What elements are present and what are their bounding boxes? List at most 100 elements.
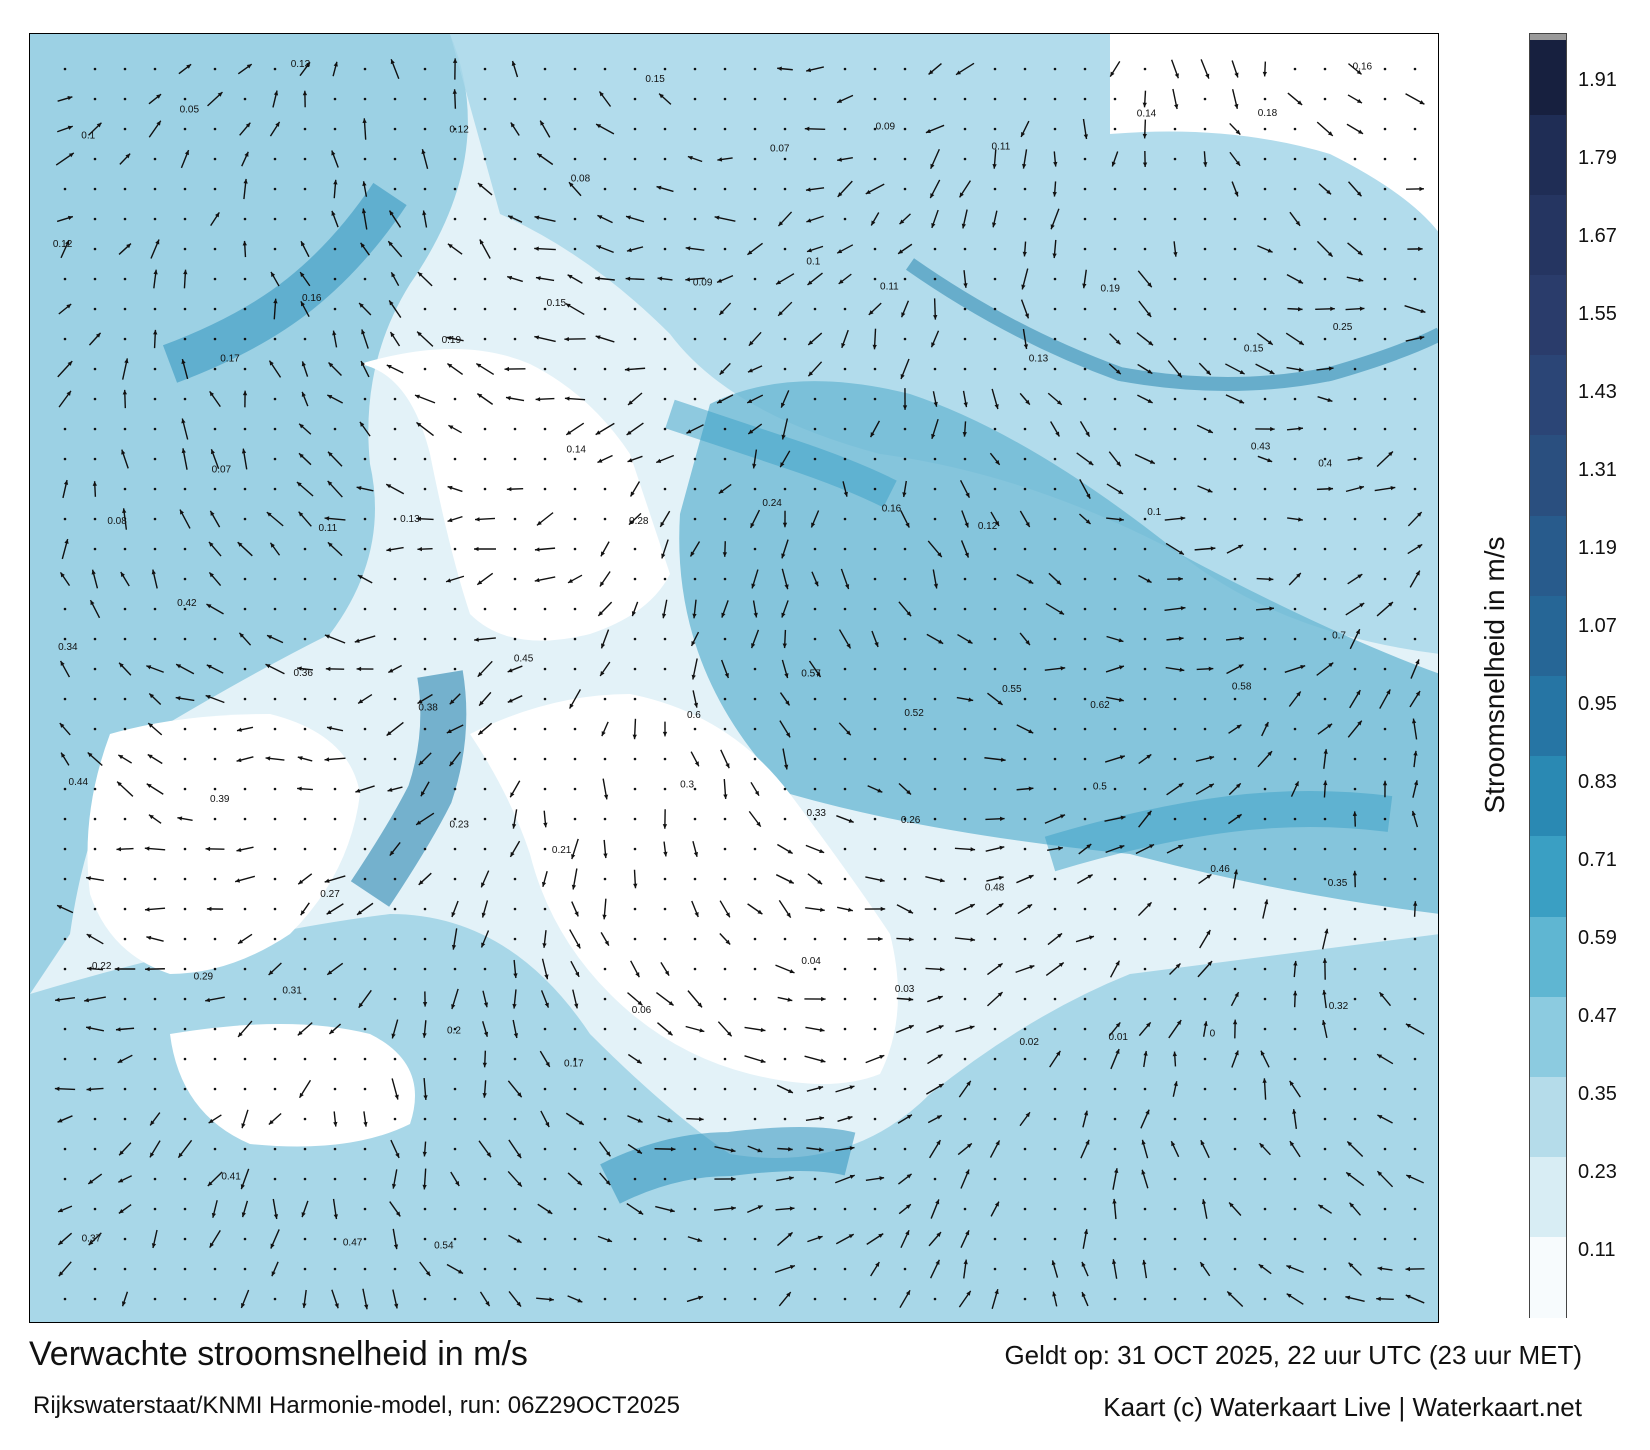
- current-vector-dot: [663, 637, 667, 641]
- current-vector-dot: [1053, 1207, 1057, 1211]
- current-vector-arrowhead: [205, 695, 211, 700]
- current-vector-dot: [213, 367, 217, 371]
- current-vector-dot: [993, 667, 997, 671]
- current-vector-arrowhead: [725, 912, 730, 918]
- current-vector-dot: [1143, 187, 1147, 191]
- current-vector-dot: [783, 187, 787, 191]
- current-vector-arrowhead: [754, 790, 760, 796]
- current-vector-arrowhead: [635, 972, 640, 978]
- current-vector-arrowhead: [1233, 869, 1239, 875]
- current-vector-dot: [513, 157, 517, 161]
- current-vector-arrowhead: [1377, 1115, 1383, 1120]
- current-vector-dot: [663, 307, 667, 311]
- current-vector-dot: [1233, 1177, 1237, 1181]
- current-vector-arrowhead: [177, 816, 183, 821]
- speed-value-label: 0.39: [210, 794, 230, 805]
- current-vector-dot: [483, 817, 487, 821]
- current-vector-dot: [963, 577, 967, 581]
- current-vector-dot: [543, 1177, 547, 1181]
- current-vector-arrowhead: [421, 149, 426, 155]
- speed-value-label: 0.52: [904, 708, 924, 719]
- current-vector-arrowhead: [564, 336, 569, 342]
- current-vector-arrowhead: [1322, 989, 1327, 995]
- current-vector-dot: [123, 97, 127, 101]
- current-vector-dot: [1143, 937, 1147, 941]
- current-vector-dot: [1173, 307, 1177, 311]
- current-vector-dot: [1413, 157, 1417, 161]
- current-vector-arrowhead: [1201, 1199, 1207, 1205]
- current-vector-dot: [1383, 1207, 1387, 1211]
- current-vector-dot: [153, 1087, 157, 1091]
- current-vector-arrowhead: [149, 693, 155, 699]
- current-vector-arrowhead: [898, 249, 904, 254]
- current-vector-dot: [1173, 697, 1177, 701]
- current-vector-dot: [1113, 217, 1117, 221]
- current-vector-dot: [393, 757, 397, 761]
- current-vector-arrowhead: [92, 481, 98, 486]
- current-vector-arrowhead: [386, 731, 392, 736]
- current-vector-dot: [1023, 457, 1027, 461]
- current-vector-arrowhead: [355, 788, 361, 793]
- current-vector-arrowhead: [206, 906, 212, 912]
- current-vector-dot: [303, 547, 307, 551]
- current-vector-dot: [1323, 637, 1327, 641]
- current-vector-dot: [1353, 337, 1357, 341]
- current-vector-dot: [1383, 187, 1387, 191]
- current-vector-dot: [663, 487, 667, 491]
- current-vector-dot: [903, 157, 907, 161]
- current-vector-dot: [93, 1057, 97, 1061]
- current-vector-dot: [1413, 1147, 1417, 1151]
- current-vector-dot: [1383, 1027, 1387, 1031]
- current-vector-dot: [753, 1297, 757, 1301]
- current-vector-arrowhead: [1028, 875, 1034, 880]
- current-vector-arrowhead: [534, 215, 540, 220]
- current-vector-dot: [873, 997, 877, 1001]
- current-vector-dot: [453, 967, 457, 971]
- current-vector-dot: [1233, 427, 1237, 431]
- current-vector-arrowhead: [816, 672, 821, 677]
- current-vector-dot: [603, 487, 607, 491]
- current-vector-dot: [393, 817, 397, 821]
- current-vector-arrowhead: [1022, 251, 1027, 257]
- current-vector-arrowhead: [1086, 844, 1092, 849]
- current-vector-arrowhead: [1419, 186, 1424, 192]
- current-vector-arrowhead: [1083, 134, 1088, 139]
- current-vector-dot: [873, 487, 877, 491]
- current-vector-arrowhead: [273, 298, 278, 304]
- current-vector-dot: [663, 697, 667, 701]
- current-vector-arrowhead: [388, 241, 393, 247]
- current-vector-dot: [123, 937, 127, 941]
- current-vector-dot: [1203, 847, 1207, 851]
- current-vector-dot: [753, 67, 757, 71]
- current-vector-dot: [1023, 697, 1027, 701]
- current-vector-dot: [1203, 457, 1207, 461]
- speed-value-label: 0.5: [1093, 781, 1107, 792]
- current-vector-arrowhead: [391, 1183, 397, 1189]
- current-vector-dot: [633, 307, 637, 311]
- current-vector-dot: [333, 1147, 337, 1151]
- current-vector-dot: [423, 187, 427, 191]
- current-vector-arrowhead: [1057, 933, 1063, 938]
- current-vector-arrowhead: [906, 1114, 912, 1119]
- current-vector-arrowhead: [1086, 493, 1091, 499]
- current-vector-dot: [423, 247, 427, 251]
- current-vector-dot: [123, 427, 127, 431]
- current-vector-dot: [543, 787, 547, 791]
- current-vector-arrowhead: [423, 1095, 428, 1100]
- landmass-southwest: [170, 1024, 415, 1147]
- current-vector-dot: [183, 787, 187, 791]
- current-vector-dot: [633, 67, 637, 71]
- current-vector-arrowhead: [997, 992, 1003, 997]
- current-vector-arrowhead: [179, 509, 185, 515]
- current-vector-dot: [303, 157, 307, 161]
- current-vector-dot: [813, 607, 817, 611]
- current-vector-dot: [573, 547, 577, 551]
- current-vector-dot: [1233, 337, 1237, 341]
- current-vector-dot: [243, 967, 247, 971]
- current-vector-dot: [753, 937, 757, 941]
- current-vector-dot: [633, 907, 637, 911]
- current-vector-dot: [243, 817, 247, 821]
- speed-value-label: 0.23: [450, 820, 470, 831]
- current-vector-dot: [1413, 1087, 1417, 1091]
- speed-value-label: 0.25: [1333, 322, 1353, 333]
